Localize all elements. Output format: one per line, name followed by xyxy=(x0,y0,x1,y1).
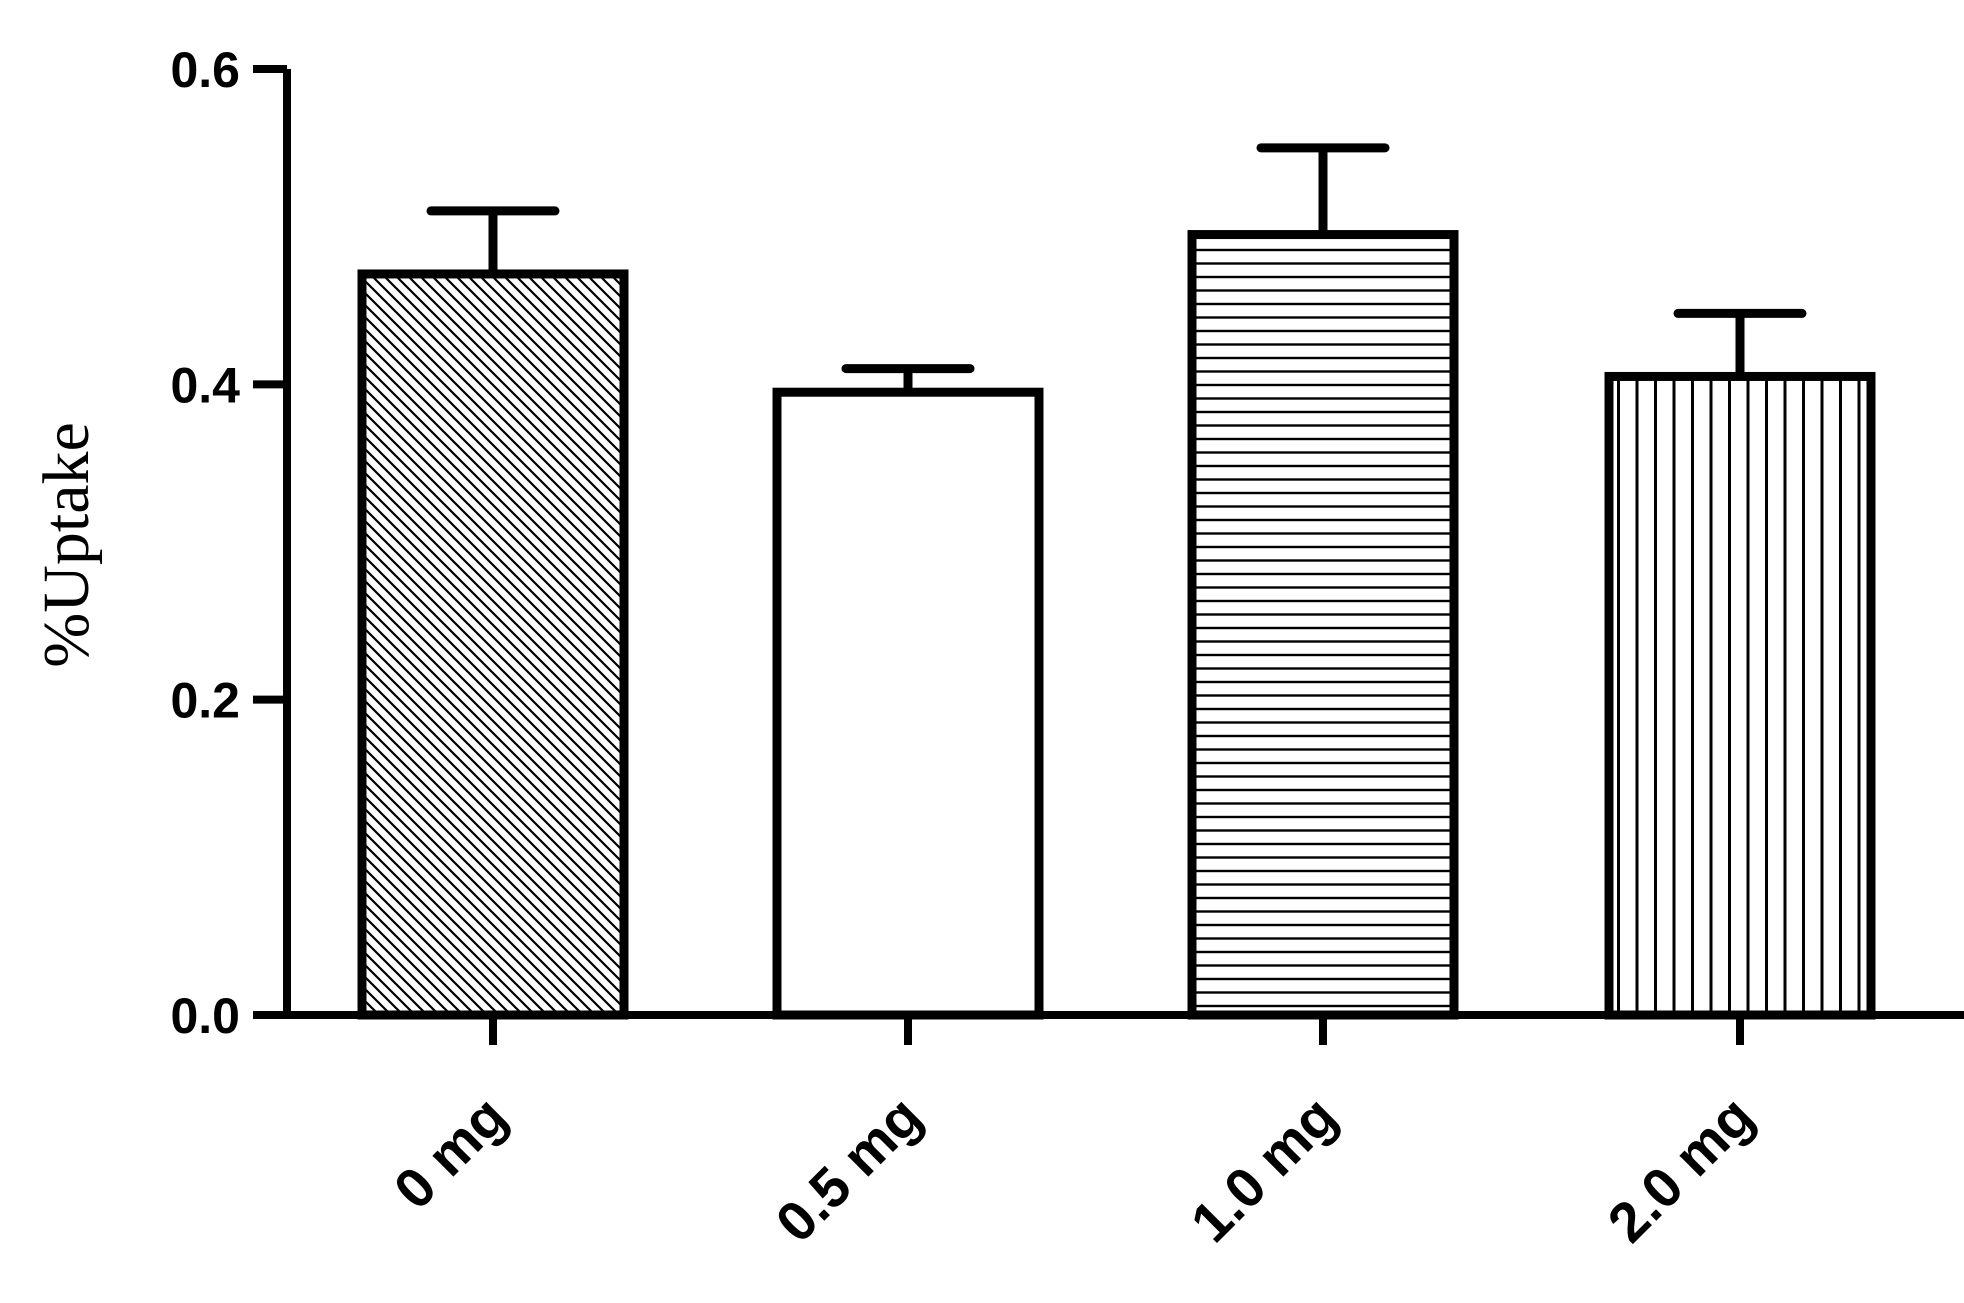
y-tick-label: 0.4 xyxy=(170,357,240,413)
y-axis-title: %Uptake xyxy=(30,422,103,668)
y-tick-label: 0.0 xyxy=(170,988,240,1044)
bar xyxy=(357,269,629,1020)
bar xyxy=(1187,230,1459,1020)
x-category-label: 1.0 mg xyxy=(1178,1084,1348,1254)
bars-layer xyxy=(357,230,1876,1020)
x-category-label: 2.0 mg xyxy=(1595,1084,1765,1254)
bar xyxy=(772,387,1044,1020)
y-tick-label: 0.6 xyxy=(170,42,240,98)
axes-layer xyxy=(253,69,1964,1019)
x-category-label: 0.5 mg xyxy=(763,1084,933,1254)
y-ticks-layer: 0.0 0.2 0.4 0.6 xyxy=(170,42,287,1044)
y-tick-label: 0.2 xyxy=(170,673,240,729)
error-bars-layer xyxy=(426,143,1807,393)
bar xyxy=(1604,371,1876,1020)
x-category-label: 0 mg xyxy=(382,1084,519,1221)
x-ticks-layer: 0 mg 0.5 mg 1.0 mg 2.0 mg xyxy=(382,1015,1765,1254)
